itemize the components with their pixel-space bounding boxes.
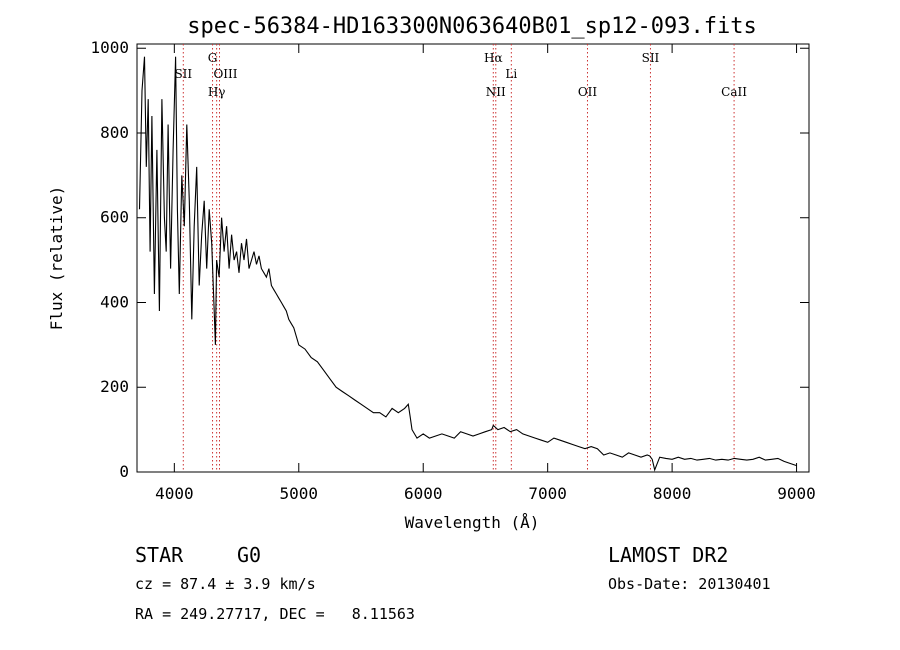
survey-name: LAMOST DR2 [608, 543, 729, 567]
plot-frame [136, 43, 810, 473]
line-label: CaII [721, 85, 747, 99]
x-tick-label: 8000 [653, 484, 692, 503]
line-label: SII [174, 67, 192, 81]
y-tick-label: 200 [100, 377, 129, 396]
line-label: Li [505, 67, 517, 81]
y-tick-label: 600 [100, 208, 129, 227]
x-axis-label: Wavelength (Å) [405, 513, 540, 532]
object-class: STAR [135, 543, 184, 567]
x-axis-ticks: 4000 5000 6000 7000 8000 9000 [155, 44, 816, 503]
line-label: OIII [213, 67, 237, 81]
y-tick-label: 0 [119, 462, 129, 481]
y-tick-label: 400 [100, 292, 129, 311]
y-tick-label: 800 [100, 123, 129, 142]
y-axis-ticks: 0 200 400 600 800 1000 [90, 38, 809, 481]
obs-date: Obs-Date: 20130401 [608, 575, 771, 593]
x-tick-label: 5000 [280, 484, 319, 503]
y-axis-label: Flux (relative) [47, 186, 66, 331]
line-label: G [208, 51, 218, 65]
spectral-line-markers [182, 44, 735, 472]
y-tick-label: 1000 [90, 38, 129, 57]
line-label: NII [486, 85, 506, 99]
ra-dec: RA = 249.27717, DEC = 8.11563 [135, 605, 415, 623]
line-label: OII [578, 85, 598, 99]
line-label: Hγ [208, 85, 226, 99]
x-tick-label: 6000 [404, 484, 443, 503]
line-label: Hα [484, 51, 503, 65]
x-tick-label: 9000 [777, 484, 816, 503]
spectrum-line [138, 56, 797, 472]
x-tick-label: 4000 [155, 484, 194, 503]
redshift-cz: cz = 87.4 ± 3.9 km/s [135, 575, 316, 593]
x-tick-label: 7000 [528, 484, 567, 503]
spectral-subclass: G0 [237, 543, 262, 567]
chart-title: spec-56384-HD163300N063640B01_sp12-093.f… [187, 14, 757, 39]
spectral-line-labels: SII G OIII Hγ Hα NII Li OII SII CaII [174, 51, 747, 99]
line-label: SII [642, 51, 660, 65]
